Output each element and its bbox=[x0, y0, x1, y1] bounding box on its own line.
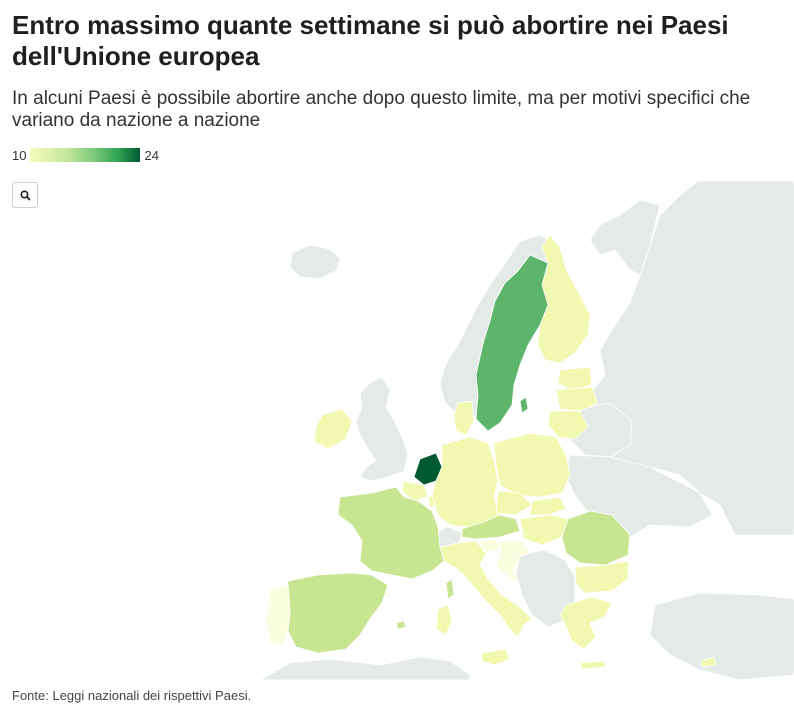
country-estonia bbox=[557, 366, 593, 391]
country-crete bbox=[579, 660, 607, 670]
country-france bbox=[337, 486, 445, 580]
country-greece bbox=[559, 596, 613, 650]
country-lithuania bbox=[547, 410, 589, 440]
zoom-button[interactable] bbox=[12, 182, 38, 208]
country-portugal bbox=[265, 584, 291, 646]
legend-max-label: 24 bbox=[144, 147, 159, 163]
country-balearics bbox=[395, 620, 407, 630]
region-scandinavia-north bbox=[589, 199, 661, 276]
legend-min-label: 10 bbox=[12, 147, 27, 163]
color-legend: 10 24 bbox=[12, 146, 159, 164]
country-germany bbox=[431, 436, 501, 528]
chart-subtitle: In alcuni Paesi è possibile abortire anc… bbox=[12, 88, 751, 131]
chart-title: Entro massimo quante settimane si può ab… bbox=[12, 10, 729, 71]
region-uk bbox=[355, 376, 409, 482]
country-austria bbox=[461, 514, 521, 540]
country-cyprus bbox=[699, 656, 717, 668]
country-bulgaria bbox=[574, 560, 629, 594]
country-romania bbox=[561, 510, 631, 566]
region-belarus bbox=[569, 402, 633, 458]
country-sicily bbox=[481, 648, 511, 666]
country-spain bbox=[283, 572, 389, 654]
country-croatia bbox=[495, 540, 531, 586]
country-sweden bbox=[475, 254, 549, 432]
country-poland bbox=[493, 432, 571, 498]
country-belgium bbox=[401, 480, 429, 502]
region-turkey bbox=[649, 592, 794, 680]
country-denmark bbox=[453, 400, 475, 436]
region-north-africa bbox=[259, 656, 471, 680]
source-note: Fonte: Leggi nazionali dei rispettivi Pa… bbox=[12, 688, 252, 703]
country-slovakia bbox=[529, 496, 567, 516]
country-italy bbox=[439, 540, 533, 638]
country-corsica bbox=[445, 578, 455, 600]
country-sweden-gotland bbox=[519, 396, 529, 414]
country-ireland bbox=[313, 408, 353, 450]
legend-gradient bbox=[30, 148, 141, 162]
europe-map bbox=[259, 180, 794, 680]
region-iceland bbox=[289, 244, 341, 280]
country-sardinia bbox=[435, 604, 453, 636]
country-latvia bbox=[555, 386, 599, 412]
country-hungary bbox=[519, 514, 569, 546]
search-icon bbox=[19, 189, 31, 201]
country-czechia bbox=[495, 490, 533, 516]
